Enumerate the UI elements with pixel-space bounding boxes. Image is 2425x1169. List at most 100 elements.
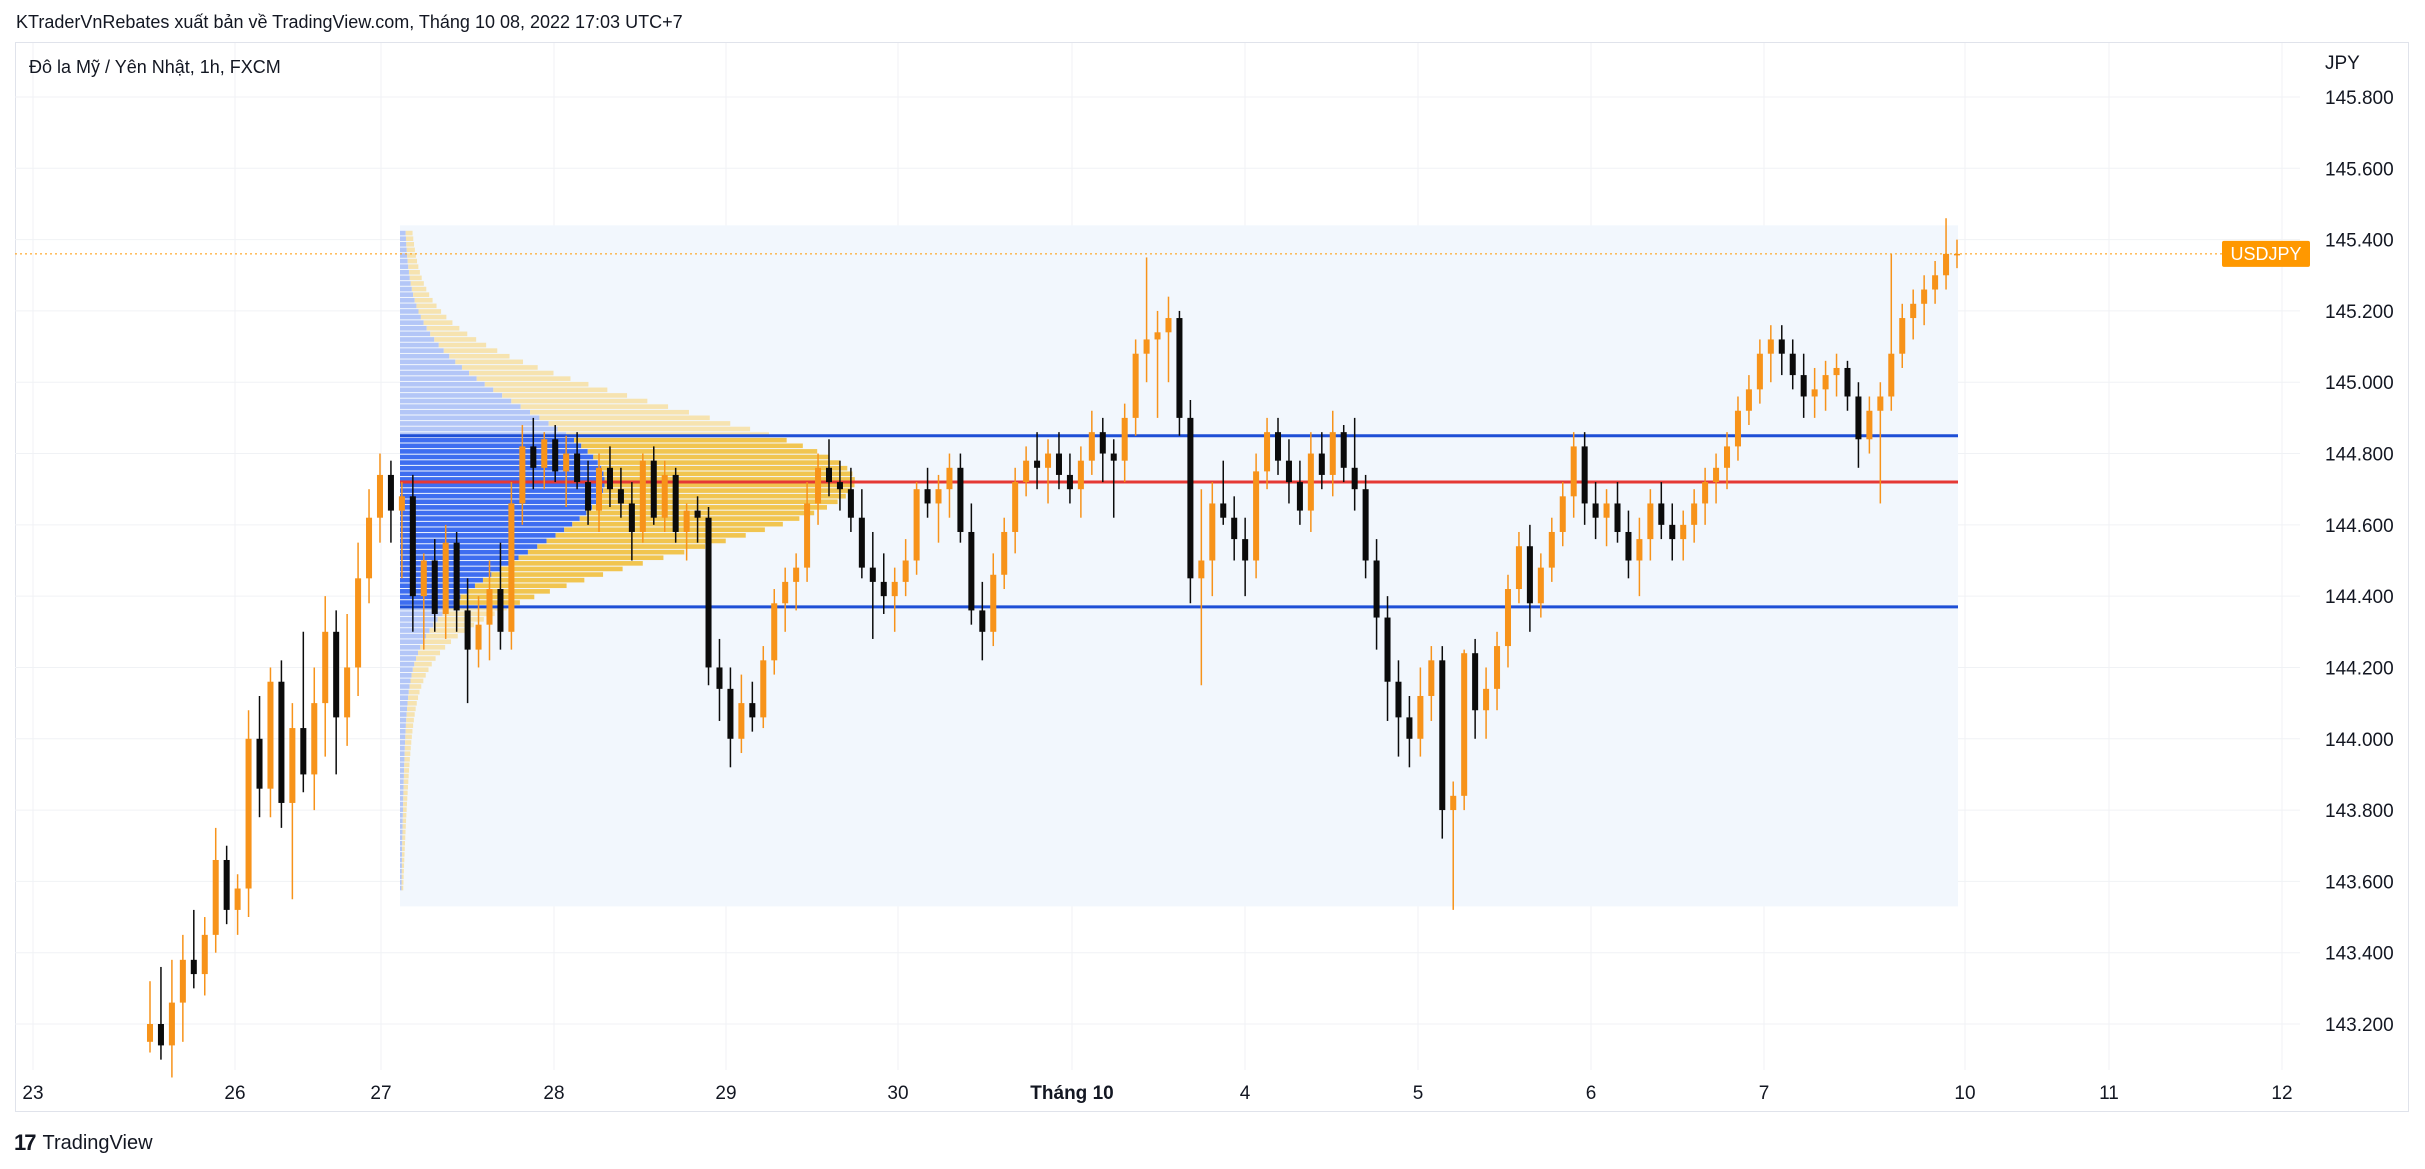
- volume-profile-row-up: [405, 236, 414, 241]
- chart-frame[interactable]: [15, 42, 2409, 1112]
- volume-profile-row-up: [408, 269, 420, 275]
- x-tick-label: 7: [1759, 1083, 1770, 1104]
- candle-body: [1713, 467, 1720, 483]
- volume-profile-row-down: [400, 622, 434, 628]
- candle: [223, 845, 230, 925]
- candle: [1077, 446, 1084, 518]
- candle: [398, 482, 405, 579]
- volume-profile-row-up: [434, 337, 477, 342]
- candle: [256, 695, 263, 818]
- candle: [1855, 382, 1862, 468]
- candle: [1800, 353, 1807, 418]
- candle-body: [1548, 531, 1555, 568]
- candle: [1581, 432, 1588, 525]
- volume-profile-row-down: [400, 673, 412, 678]
- candle: [617, 467, 624, 518]
- volume-profile-row-up: [587, 449, 818, 454]
- candle: [453, 531, 460, 632]
- volume-profile-row-down: [400, 309, 419, 314]
- candle: [979, 581, 986, 661]
- candle-body: [1121, 417, 1128, 461]
- candle: [409, 474, 416, 632]
- candle: [1483, 667, 1490, 739]
- volume-profile-row-up: [422, 639, 452, 645]
- candle-body: [289, 728, 296, 803]
- volume-profile-row-up: [420, 314, 447, 320]
- candle: [902, 539, 909, 597]
- volume-profile-row-up: [527, 549, 685, 555]
- candle-body: [1691, 503, 1698, 525]
- candle-body: [968, 531, 975, 611]
- candle: [366, 489, 373, 604]
- candle: [464, 578, 471, 704]
- volume-profile-row-up: [407, 700, 417, 706]
- volume-profile-row-down: [400, 521, 573, 527]
- volume-profile-row-up: [408, 689, 420, 695]
- candle: [957, 453, 964, 543]
- volume-profile-row-up: [403, 807, 407, 812]
- candle-body: [1756, 353, 1763, 390]
- candle: [497, 542, 504, 650]
- volume-profile-row-down: [400, 297, 415, 303]
- candle: [1724, 432, 1731, 490]
- volume-profile-row-up: [491, 572, 604, 577]
- candle-body: [1570, 446, 1577, 497]
- candle-body: [793, 567, 800, 582]
- candle-body: [1483, 688, 1490, 711]
- candle-body: [902, 560, 909, 582]
- candle: [1647, 489, 1654, 561]
- candle-body: [1647, 503, 1654, 540]
- volume-profile-row-down: [400, 516, 580, 521]
- volume-profile-row-up: [604, 482, 855, 488]
- candle: [1899, 303, 1906, 368]
- y-tick-label: 144.000: [2325, 730, 2394, 751]
- candle: [1165, 296, 1172, 383]
- last-price-label-bg: [2222, 240, 2310, 267]
- candle-body: [749, 703, 756, 718]
- candle-body: [519, 446, 526, 504]
- volume-profile-row-up: [414, 297, 433, 303]
- candle: [146, 981, 154, 1053]
- candle-body: [1625, 531, 1632, 561]
- candle-body: [760, 660, 767, 718]
- volume-profile-row-down: [400, 269, 409, 275]
- volume-profile-row-down: [400, 465, 602, 471]
- candle-body: [716, 667, 723, 689]
- candle: [1494, 631, 1501, 711]
- candle: [1066, 453, 1073, 504]
- candle: [1450, 781, 1457, 910]
- x-tick-label: 4: [1240, 1083, 1251, 1104]
- candle-body: [738, 703, 745, 739]
- candle-body: [771, 603, 778, 661]
- candle: [530, 417, 537, 490]
- candle-body: [256, 738, 263, 789]
- candle-body: [1099, 432, 1106, 454]
- volume-profile-row-down: [400, 600, 454, 605]
- candle-body: [1296, 482, 1303, 511]
- volume-profile-row-up: [407, 258, 418, 264]
- candle: [1428, 646, 1435, 721]
- candle-body: [1132, 353, 1139, 418]
- candle-body: [683, 510, 690, 532]
- candle: [355, 542, 362, 696]
- candle-body: [1844, 367, 1851, 397]
- volume-profile-row-down: [400, 824, 403, 829]
- candle: [1285, 439, 1292, 504]
- volume-profile-row-up: [412, 667, 429, 673]
- volume-profile-row-up: [511, 398, 648, 404]
- candle-body: [1220, 503, 1227, 518]
- candle-body: [782, 581, 789, 604]
- candle: [847, 467, 854, 532]
- candle-body: [957, 467, 964, 532]
- candle: [694, 496, 701, 543]
- volume-profile-row-up: [404, 756, 410, 762]
- candle: [376, 453, 383, 543]
- candle: [387, 460, 394, 543]
- candle-body: [1822, 375, 1829, 390]
- volume-profile-row-up: [404, 745, 411, 751]
- candle-body: [913, 489, 920, 561]
- candle: [1187, 400, 1194, 604]
- tradingview-footer[interactable]: 17 TradingView: [14, 1130, 153, 1156]
- candle-body: [694, 510, 701, 518]
